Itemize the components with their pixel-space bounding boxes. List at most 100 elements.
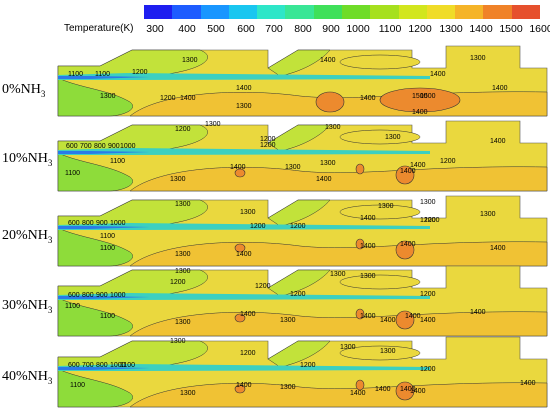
isotherm-1400-zone xyxy=(129,166,548,192)
isotherm-label: 1200 xyxy=(300,362,316,369)
legend-tick-label: 1200 xyxy=(408,23,432,35)
isotherm-1100-zone xyxy=(57,297,133,337)
legend-swatch xyxy=(257,5,286,19)
row-label-subscript: 3 xyxy=(47,157,53,168)
fuel-jet xyxy=(58,73,430,80)
isotherm-label: 1400 xyxy=(316,176,332,183)
row-label-subscript: 3 xyxy=(47,375,53,386)
isotherm-label: 800 xyxy=(82,220,94,227)
isotherm-label: 1200 xyxy=(132,69,148,76)
hot-spot xyxy=(315,91,345,113)
legend-tick-label: 700 xyxy=(265,23,283,35)
isotherm-label: 1300 xyxy=(205,121,221,128)
hot-spot xyxy=(234,243,246,253)
isotherm-label: 1400 xyxy=(492,85,508,92)
isotherm-label: 1100 xyxy=(110,158,125,165)
temperature-legend: Temperature(K) 300 400 500 600 700 800 900 1000… xyxy=(0,0,550,40)
isotherm-label: 1200 xyxy=(240,350,256,357)
isotherm-label: 600 xyxy=(66,143,78,150)
isotherm-label: 1300 xyxy=(236,103,252,110)
isotherm-label: 1200 xyxy=(420,291,436,298)
legend-swatch xyxy=(455,5,484,19)
legend-swatch xyxy=(398,5,427,19)
isotherm-label: 800 xyxy=(82,292,94,299)
hot-spot xyxy=(355,379,365,391)
isotherm-label: 1300 xyxy=(280,317,296,324)
legend-swatch xyxy=(370,5,399,19)
isotherm-1400-zone xyxy=(129,311,548,337)
isotherm-label: 1400 xyxy=(320,57,336,64)
isotherm-label: 900 xyxy=(96,292,108,299)
legend-tick-label: 1100 xyxy=(378,23,402,35)
legend-swatch xyxy=(313,5,342,19)
hot-spot xyxy=(234,384,246,394)
isotherm-1300-loop xyxy=(339,54,421,70)
isotherm-label: 1400 xyxy=(520,380,536,387)
isotherm-1300-loop xyxy=(339,274,421,290)
legend-tick-label: 1500 xyxy=(499,23,523,35)
isotherm-label: 1400 xyxy=(360,313,376,320)
fuel-jet-core xyxy=(58,76,150,79)
isotherm-label: 1300 xyxy=(360,273,376,280)
isotherm-label: 1400 xyxy=(420,317,436,324)
legend-swatch xyxy=(426,5,456,19)
isotherm-label: 1100 xyxy=(100,245,115,252)
legend-swatch xyxy=(228,5,258,19)
isotherm-label: 1100 xyxy=(120,362,135,369)
isotherm-label: 1300 xyxy=(420,199,436,206)
isotherm-label: 1400 xyxy=(400,386,416,393)
isotherm-label: 1200 xyxy=(420,217,436,224)
fuel-jet-core xyxy=(58,296,150,299)
isotherm-label: 1400 xyxy=(240,311,256,318)
isotherm-label: 1200 xyxy=(170,279,186,286)
isotherm-label: 1300 xyxy=(325,124,341,131)
legend-color-bar xyxy=(144,5,540,19)
isotherm-label: 1400 xyxy=(360,215,376,222)
fuel-jet-core xyxy=(58,151,150,154)
legend-swatch xyxy=(483,5,512,19)
isotherm-label: 900 xyxy=(108,143,120,150)
legend-tick-label: 1300 xyxy=(439,23,463,35)
isotherm-label: 1200 xyxy=(255,283,271,290)
isotherm-label: 1300 xyxy=(175,319,191,326)
isotherm-label: 1400 xyxy=(400,241,416,248)
hot-spot xyxy=(395,310,415,330)
hot-spot xyxy=(234,168,246,178)
isotherm-label: 1200 xyxy=(260,142,276,149)
isotherm-label: 1200 xyxy=(440,158,456,165)
hot-spot xyxy=(395,165,415,185)
isotherm-label: 1300 xyxy=(175,251,191,258)
isotherm-label: 1300 xyxy=(180,390,196,397)
row-label-subscript: 3 xyxy=(47,234,53,245)
isotherm-label: 1200 xyxy=(250,223,266,230)
isotherm-label: 1300 xyxy=(480,211,496,218)
legend-tick-label: 900 xyxy=(322,23,340,35)
fuel-jet-core xyxy=(58,226,150,229)
isotherm-label: 1400 xyxy=(412,109,428,116)
isotherm-label: 1100 xyxy=(100,233,115,240)
isotherm-label: 1100 xyxy=(68,71,83,78)
row-label-nh3: 0%NH3 xyxy=(2,82,45,99)
row-label-subscript: 3 xyxy=(40,88,46,99)
isotherm-label: 1400 xyxy=(410,162,426,169)
isotherm-label: 800 xyxy=(94,143,106,150)
hot-spot xyxy=(395,240,415,260)
isotherm-label: 1000 xyxy=(110,220,126,227)
isotherm-label: 1200 xyxy=(420,366,436,373)
isotherm-label: 1400 xyxy=(360,243,376,250)
isotherm-label: 1300 xyxy=(320,160,336,167)
isotherm-label: 1300 xyxy=(340,344,356,351)
legend-tick-label: 800 xyxy=(294,23,312,35)
isotherm-1100-zone xyxy=(57,152,133,192)
isotherm-1300-loop xyxy=(339,204,421,220)
isotherm-label: 1500 xyxy=(420,93,436,100)
isotherm-label: 1400 xyxy=(410,388,426,395)
isotherm-label: 1400 xyxy=(470,309,486,316)
isotherm-label: 1100 xyxy=(65,303,80,310)
legend-swatch xyxy=(285,5,314,19)
isotherm-label: 1000 xyxy=(120,143,136,150)
isotherm-label: 1000 xyxy=(110,362,126,369)
isotherm-1300-loop xyxy=(339,345,421,361)
isotherm-label: 1300 xyxy=(100,93,116,100)
